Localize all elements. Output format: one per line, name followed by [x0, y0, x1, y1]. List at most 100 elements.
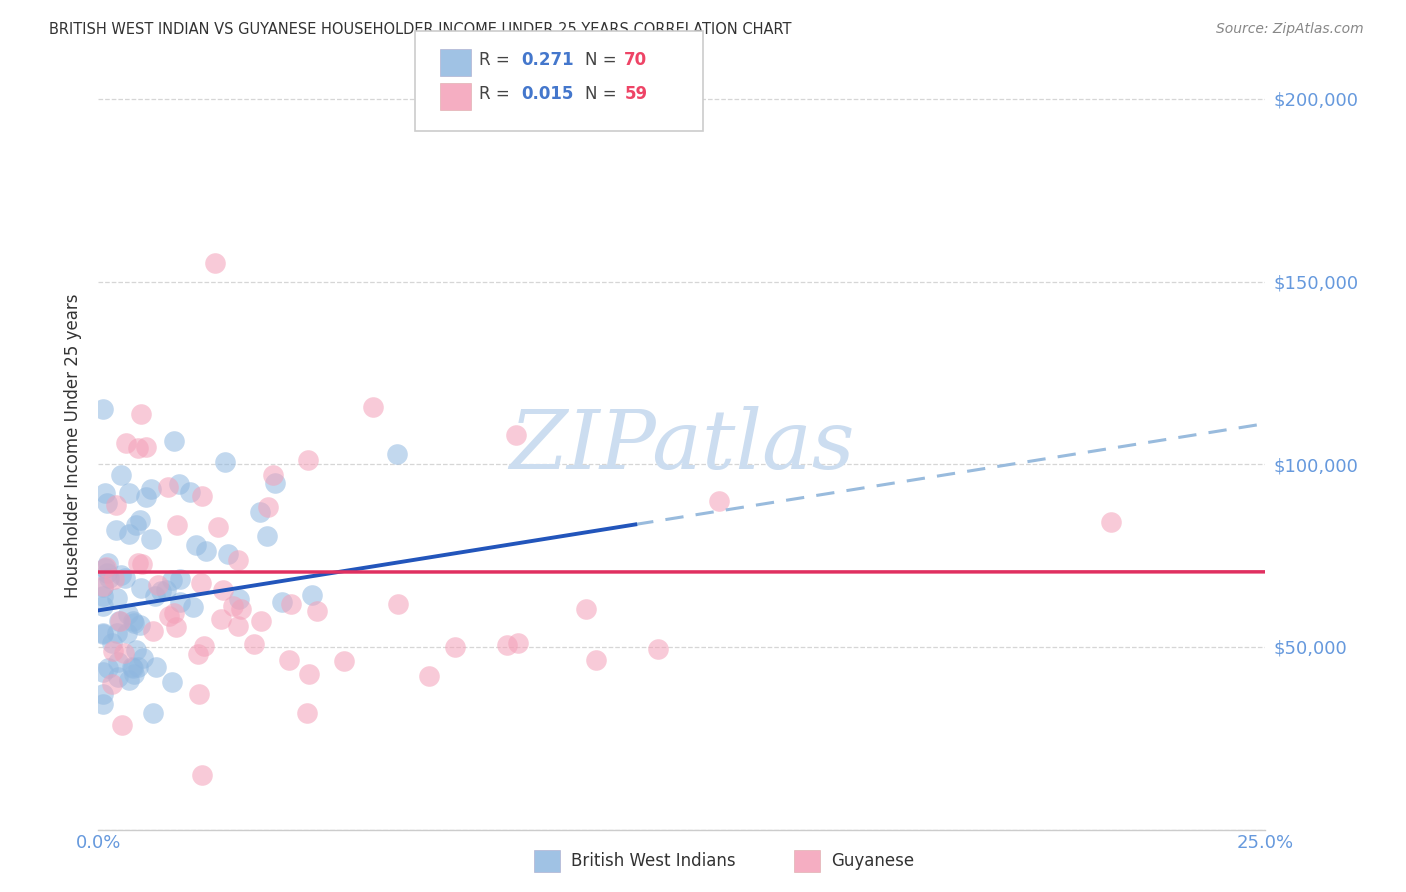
Point — [91, 579, 114, 593]
Point — [190, 768, 212, 782]
Point — [122, 616, 145, 631]
Point — [243, 637, 266, 651]
Text: N =: N = — [585, 51, 621, 69]
Point — [132, 651, 155, 665]
Point — [115, 626, 138, 640]
Text: 70: 70 — [624, 51, 647, 69]
Text: Source: ZipAtlas.com: Source: ZipAtlas.com — [1216, 22, 1364, 37]
Point — [94, 559, 117, 574]
Point — [146, 578, 169, 592]
Point — [96, 495, 118, 509]
Point — [101, 644, 124, 658]
Point — [112, 646, 135, 660]
Point — [229, 601, 252, 615]
Point — [204, 256, 226, 270]
Point — [226, 619, 249, 633]
Point — [104, 523, 127, 537]
Point — [162, 573, 184, 587]
Point — [108, 614, 131, 628]
Y-axis label: Householder Income Under 25 years: Householder Income Under 25 years — [65, 293, 83, 599]
Point — [93, 589, 115, 603]
Point — [91, 402, 114, 417]
Point — [385, 447, 408, 461]
Point — [496, 638, 519, 652]
Point — [647, 641, 669, 656]
Point — [115, 435, 138, 450]
Point — [179, 484, 201, 499]
Point — [108, 614, 131, 628]
Point — [707, 494, 730, 508]
Point — [157, 609, 180, 624]
Point — [139, 483, 162, 497]
Point — [333, 654, 356, 668]
Point — [297, 452, 319, 467]
Point — [361, 401, 384, 415]
Point — [94, 485, 117, 500]
Point — [149, 584, 172, 599]
Point — [111, 718, 134, 732]
Point — [575, 602, 598, 616]
Text: R =: R = — [479, 51, 516, 69]
Point — [169, 476, 191, 491]
Point — [142, 624, 165, 638]
Point — [101, 677, 124, 691]
Point — [101, 636, 124, 650]
Point — [114, 570, 136, 584]
Point — [257, 500, 280, 514]
Point — [214, 455, 236, 469]
Text: Guyanese: Guyanese — [831, 852, 914, 871]
Point — [228, 553, 250, 567]
Point — [256, 529, 278, 543]
Point — [228, 592, 250, 607]
Text: 59: 59 — [624, 85, 647, 103]
Point — [444, 640, 467, 654]
Point — [217, 548, 239, 562]
Point — [129, 407, 152, 421]
Point — [156, 480, 179, 494]
Point — [122, 661, 145, 675]
Point — [91, 627, 114, 641]
Point — [155, 582, 177, 597]
Point — [135, 490, 157, 504]
Point — [190, 576, 212, 591]
Point — [184, 538, 207, 552]
Point — [277, 653, 299, 667]
Point — [97, 556, 120, 570]
Point — [91, 697, 114, 711]
Point — [249, 505, 271, 519]
Point — [262, 468, 284, 483]
Point — [506, 635, 529, 649]
Point — [162, 675, 184, 690]
Point — [142, 706, 165, 721]
Point — [91, 580, 114, 594]
Point — [211, 583, 233, 598]
Point — [124, 643, 146, 657]
Point — [181, 599, 204, 614]
Point — [105, 591, 128, 605]
Point — [128, 513, 150, 527]
Point — [94, 560, 117, 574]
Point — [91, 625, 114, 640]
Text: R =: R = — [479, 85, 516, 103]
Point — [127, 556, 149, 570]
Point — [127, 660, 149, 674]
Text: ZIPatlas: ZIPatlas — [509, 406, 855, 486]
Text: 0.271: 0.271 — [522, 51, 574, 69]
Point — [221, 599, 243, 614]
Point — [110, 568, 132, 582]
Point — [105, 626, 128, 640]
Point — [250, 614, 273, 628]
Point — [118, 673, 141, 687]
Point — [127, 441, 149, 455]
Point — [91, 599, 114, 613]
Point — [104, 498, 127, 512]
Point — [263, 476, 285, 491]
Point — [193, 639, 215, 653]
Point — [91, 665, 114, 680]
Point — [103, 573, 125, 587]
Point — [98, 571, 121, 585]
Point — [121, 660, 143, 674]
Text: N =: N = — [585, 85, 621, 103]
Point — [188, 687, 211, 701]
Point — [169, 595, 191, 609]
